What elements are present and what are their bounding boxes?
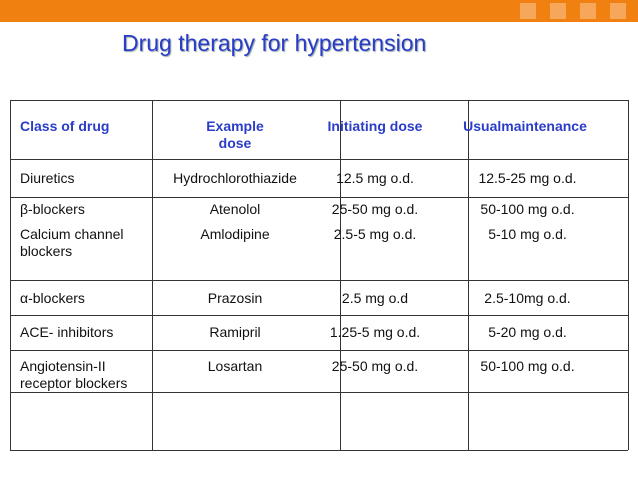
table-cell: Atenolol — [209, 201, 261, 217]
table-cell: Prazosin — [207, 290, 263, 306]
rule — [340, 100, 341, 450]
table-cell: Hydrochlorothiazide — [173, 170, 297, 186]
table-cell: 25-50 mg o.d. — [331, 358, 419, 374]
table-cell: Calcium channel blockers — [20, 226, 124, 259]
table-cell: ACE- inhibitors — [20, 324, 114, 340]
rule — [10, 100, 628, 101]
rule — [628, 100, 629, 450]
rule — [10, 159, 628, 160]
table-cell: α-blockers — [20, 290, 85, 306]
column-header: Class of drug — [20, 118, 110, 134]
decor — [580, 3, 596, 19]
decor — [520, 3, 536, 19]
rule — [152, 100, 153, 450]
table-cell: Diuretics — [20, 170, 75, 186]
rule — [10, 350, 628, 351]
rule — [10, 392, 628, 393]
table-cell: β-blockers — [20, 201, 85, 217]
rule — [10, 197, 628, 198]
table-cell: 5-10 mg o.d. — [488, 226, 567, 242]
table-cell: 12.5 mg o.d. — [336, 170, 414, 186]
table-cell: 1.25-5 mg o.d. — [329, 324, 421, 340]
table-cell: 25-50 mg o.d. — [331, 201, 419, 217]
table-cell: 2.5 mg o.d — [341, 290, 409, 306]
table-cell: 12.5-25 mg o.d. — [478, 170, 577, 186]
table-cell: 2.5-10mg o.d. — [484, 290, 571, 306]
rule — [10, 315, 628, 316]
rule — [10, 450, 628, 451]
table-cell: 2.5-5 mg o.d. — [333, 226, 417, 242]
column-header: Example dose — [206, 118, 264, 151]
rule — [468, 100, 469, 450]
table-cell: 5-20 mg o.d. — [488, 324, 567, 340]
decor — [550, 3, 566, 19]
slide-title: Drug therapy for hypertension — [122, 30, 427, 56]
table-cell: Ramipril — [209, 324, 261, 340]
table-cell: Losartan — [207, 358, 263, 374]
decor — [610, 3, 626, 19]
column-header: Initiating dose — [327, 118, 423, 134]
top-bar — [0, 0, 638, 22]
rule — [10, 100, 11, 450]
table-cell: 50-100 mg o.d. — [480, 201, 575, 217]
rule — [10, 280, 628, 281]
column-header: Usualmaintenance — [463, 118, 587, 134]
table-cell: 50-100 mg o.d. — [480, 358, 575, 374]
table-cell: Angiotensin-II receptor blockers — [20, 358, 128, 391]
table-cell: Amlodipine — [200, 226, 270, 242]
